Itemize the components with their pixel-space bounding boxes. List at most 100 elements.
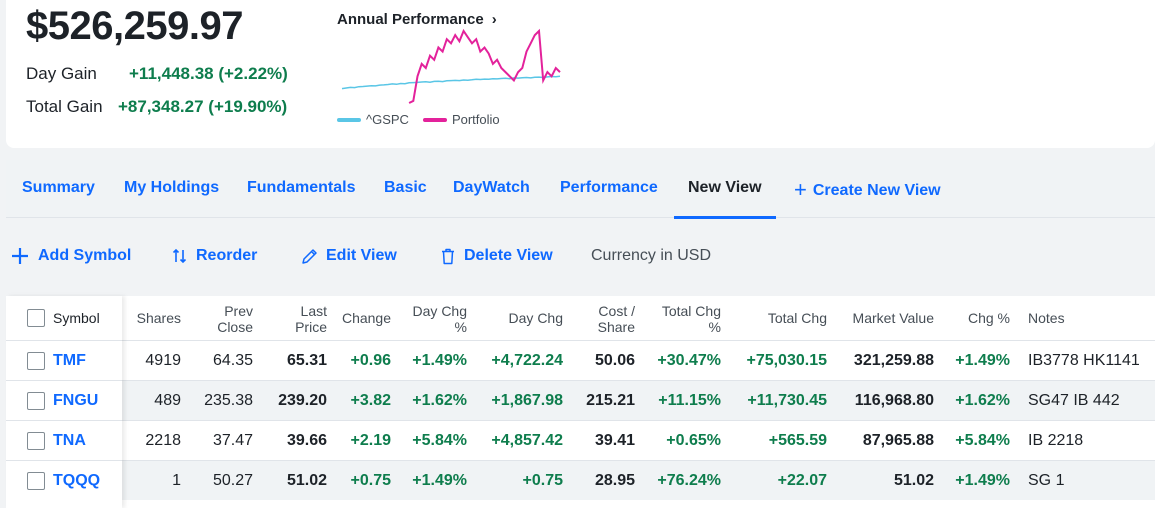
cell-chg-pct: +1.49% — [955, 472, 1010, 489]
cell-last-price: 65.31 — [286, 352, 327, 369]
cell-total-chg: +565.59 — [768, 432, 827, 449]
row-checkbox[interactable] — [27, 391, 45, 410]
header-symbol: Symbol — [6, 296, 122, 340]
annual-performance-title: Annual Performance — [337, 11, 484, 28]
view-tabs: Summary My Holdings Fundamentals Basic D… — [6, 160, 1155, 219]
cell-day-chg: +0.75 — [522, 472, 563, 489]
symbol-column: Symbol TMF FNGU TNA TQQQ — [6, 296, 122, 508]
header-total-chg[interactable]: Total Chg — [767, 310, 827, 326]
header-day-chg-pct[interactable]: Day Chg % — [402, 303, 467, 335]
symbol-link[interactable]: TNA — [53, 431, 86, 449]
cell-total-chg: +75,030.15 — [746, 352, 827, 369]
edit-view-label: Edit View — [326, 247, 397, 264]
cell-market-value: 321,259.88 — [853, 352, 934, 369]
chevron-right-icon: › — [491, 11, 497, 28]
cell-market-value: 51.02 — [893, 472, 934, 489]
cell-chg-pct: +1.49% — [955, 352, 1010, 369]
portfolio-series-line — [408, 28, 561, 104]
cell-change: +0.75 — [350, 472, 391, 489]
symbol-link[interactable]: TMF — [53, 351, 86, 369]
header-shares[interactable]: Shares — [136, 310, 181, 326]
cell-total-chg-pct: +30.47% — [657, 352, 721, 369]
tab-performance[interactable]: Performance — [560, 179, 658, 196]
holdings-table: Shares Prev Close Last Price Change Day … — [6, 296, 1155, 508]
header-cost-share[interactable]: Cost / Share — [582, 303, 635, 335]
cell-total-chg-pct: +11.15% — [658, 392, 721, 409]
header-day-chg-pct-line2: % — [454, 319, 467, 335]
cell-total-chg-pct: +0.65% — [666, 432, 721, 449]
cell-prev-close: 64.35 — [212, 352, 253, 369]
cell-last-price: 51.02 — [286, 472, 327, 489]
table-row[interactable]: 1 50.27 51.02 +0.75 +1.49% +0.75 28.95 +… — [6, 460, 1155, 500]
reorder-button[interactable]: Reorder — [172, 240, 257, 272]
header-last-price-line1: Last — [300, 303, 327, 319]
pencil-icon — [302, 248, 317, 264]
tab-daywatch[interactable]: DayWatch — [453, 179, 530, 196]
day-gain-value: +11,448.38 (+2.22%) — [129, 64, 288, 83]
cell-day-chg-pct: +1.49% — [412, 472, 467, 489]
header-change[interactable]: Change — [341, 310, 391, 326]
header-total-chg-pct-line2: % — [708, 319, 721, 335]
cell-change: +2.19 — [350, 432, 391, 449]
tab-basic[interactable]: Basic — [384, 179, 427, 196]
legend-label-gspc: ^GSPC — [366, 112, 409, 127]
row-checkbox[interactable] — [27, 431, 45, 450]
cell-shares: 4919 — [145, 352, 181, 369]
cell-day-chg: +1,867.98 — [491, 392, 563, 409]
cell-cost-share: 50.06 — [594, 352, 635, 369]
tab-summary[interactable]: Summary — [22, 179, 95, 196]
legend-swatch-gspc — [337, 117, 361, 122]
annual-performance-chart[interactable] — [336, 28, 566, 106]
header-day-chg[interactable]: Day Chg — [508, 310, 563, 326]
tab-new-view[interactable]: New View — [674, 160, 775, 219]
header-prev-close[interactable]: Prev Close — [202, 303, 253, 335]
cell-chg-pct: +1.62% — [955, 392, 1010, 409]
table-row[interactable]: 2218 37.47 39.66 +2.19 +5.84% +4,857.42 … — [6, 420, 1155, 460]
portfolio-summary-card: $526,259.97 Day Gain +11,448.38 (+2.22%)… — [6, 0, 1155, 148]
header-last-price[interactable]: Last Price — [276, 303, 327, 335]
cell-total-chg: +22.07 — [777, 472, 827, 489]
header-chg-pct[interactable]: Chg % — [967, 310, 1010, 326]
cell-day-chg-pct: +1.62% — [412, 392, 467, 409]
legend-item-portfolio: Portfolio — [422, 112, 500, 127]
symbol-cell: TQQQ — [6, 460, 122, 500]
cell-market-value: 87,965.88 — [862, 432, 934, 449]
row-checkbox[interactable] — [27, 471, 45, 490]
symbol-cell: FNGU — [6, 380, 122, 420]
header-market-value[interactable]: Market Value — [852, 310, 934, 326]
add-symbol-button[interactable]: Add Symbol — [10, 240, 131, 272]
create-new-view-tab[interactable]: + Create New View — [794, 160, 941, 218]
symbol-link[interactable]: FNGU — [53, 391, 99, 409]
cell-day-chg: +4,722.24 — [491, 352, 563, 369]
edit-view-button[interactable]: Edit View — [301, 240, 397, 272]
header-notes[interactable]: Notes — [1028, 310, 1065, 326]
plus-icon — [12, 248, 28, 264]
annual-performance-link[interactable]: Annual Performance › — [337, 11, 497, 28]
row-checkbox[interactable] — [27, 351, 45, 370]
chart-legend: ^GSPC Portfolio — [337, 112, 508, 127]
cell-day-chg-pct: +1.49% — [412, 352, 467, 369]
total-gain-label: Total Gain — [26, 97, 103, 116]
select-all-checkbox[interactable] — [27, 309, 45, 327]
header-cost-share-line2: Share — [597, 319, 635, 335]
symbol-cell: TMF — [6, 340, 122, 380]
tab-my-holdings[interactable]: My Holdings — [124, 179, 220, 196]
gspc-series-line — [341, 75, 561, 90]
header-symbol-label[interactable]: Symbol — [53, 310, 100, 326]
legend-swatch-portfolio — [422, 117, 447, 122]
table-row[interactable]: 489 235.38 239.20 +3.82 +1.62% +1,867.98… — [6, 380, 1155, 420]
cell-chg-pct: +5.84% — [955, 432, 1010, 449]
cell-day-chg: +4,857.42 — [491, 432, 563, 449]
reorder-label: Reorder — [196, 247, 258, 264]
table-row[interactable]: 4919 64.35 65.31 +0.96 +1.49% +4,722.24 … — [6, 340, 1155, 380]
header-total-chg-pct[interactable]: Total Chg % — [651, 303, 721, 335]
total-gain-value: +87,348.27 (+19.90%) — [118, 97, 288, 116]
trash-icon — [442, 248, 454, 264]
delete-view-button[interactable]: Delete View — [440, 240, 553, 272]
cell-market-value: 116,968.80 — [854, 392, 934, 409]
cell-notes: IB3778 HK1141 — [1028, 352, 1140, 369]
legend-label-portfolio: Portfolio — [451, 112, 500, 127]
tab-fundamentals[interactable]: Fundamentals — [247, 179, 356, 196]
cell-shares: 489 — [154, 392, 181, 409]
symbol-link[interactable]: TQQQ — [53, 471, 101, 489]
